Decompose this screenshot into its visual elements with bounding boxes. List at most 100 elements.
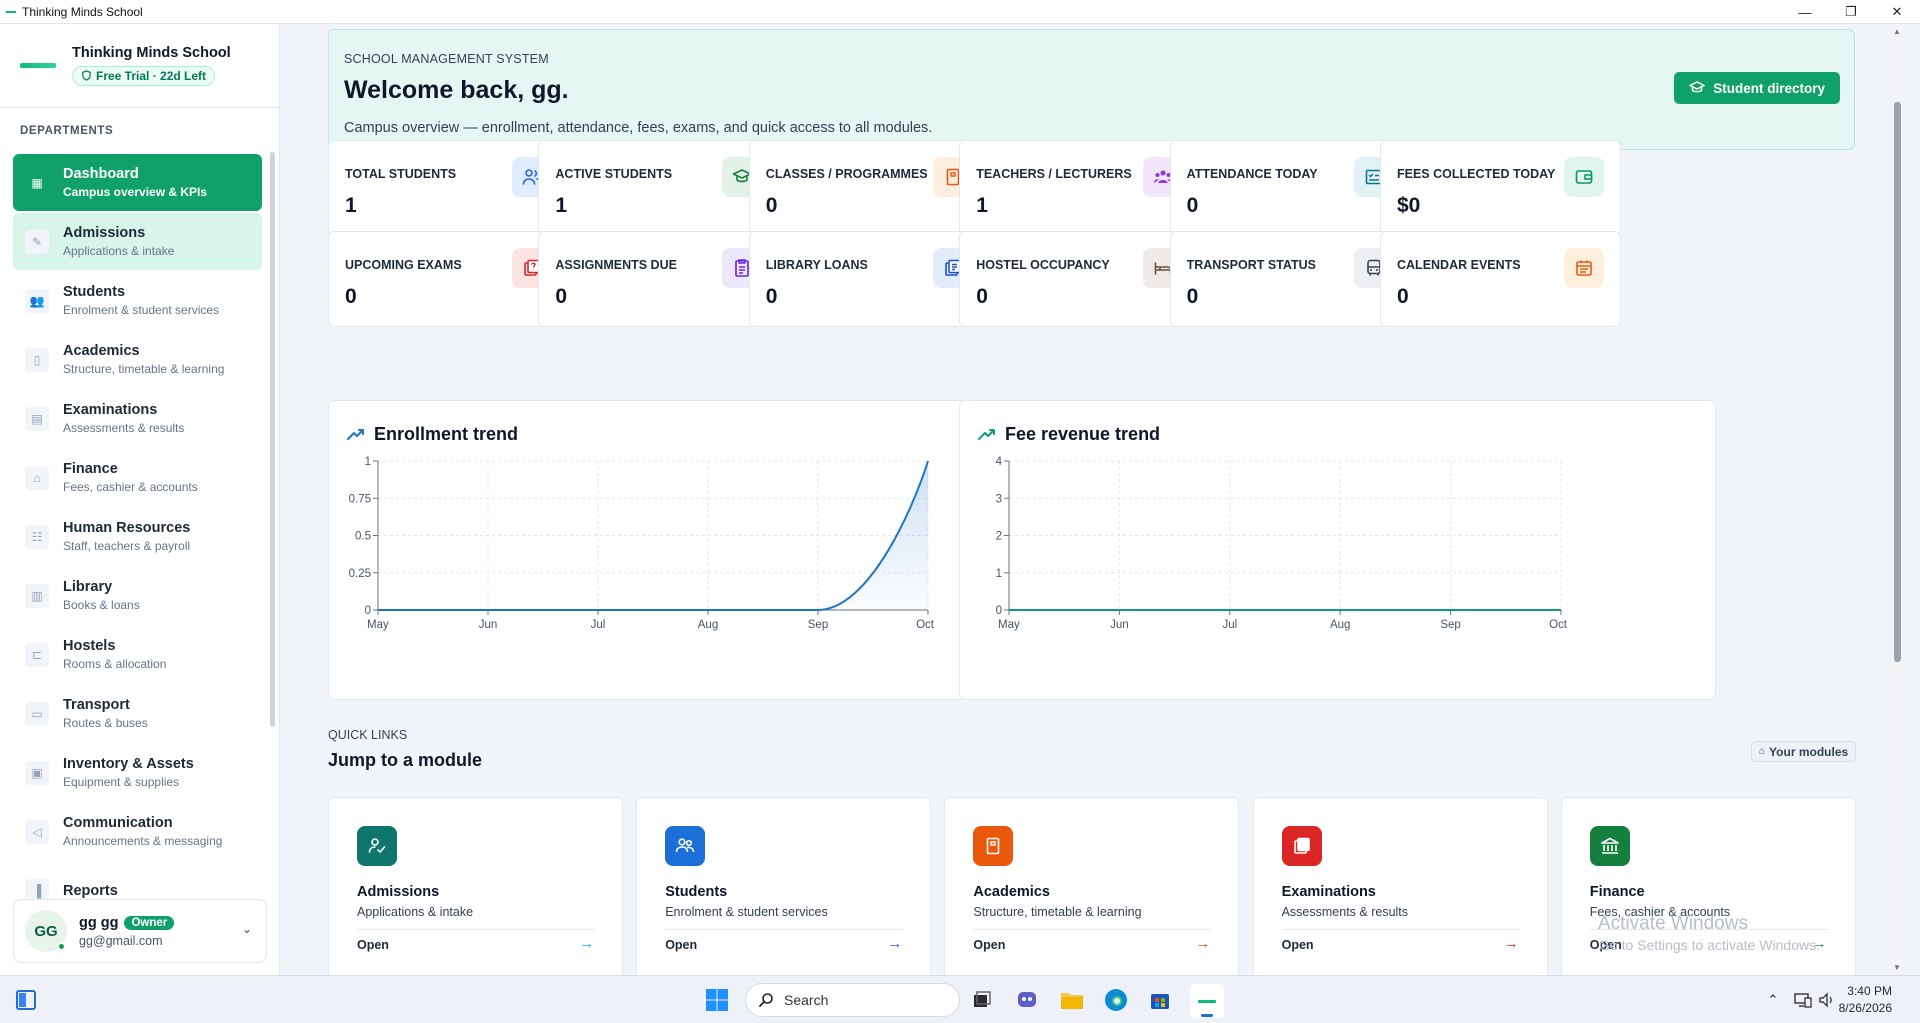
trial-text: Free Trial · 22d Left xyxy=(96,68,207,83)
sidebar-item-human-resources[interactable]: ☷ Human Resources Staff, teachers & payrol… xyxy=(13,508,262,565)
sidebar-scrollbar[interactable] xyxy=(270,152,275,727)
system-clock[interactable]: 3:40 PM 8/26/2026 xyxy=(1839,983,1892,1017)
sidebar-item-label: Transport xyxy=(63,697,130,713)
file-explorer-icon[interactable] xyxy=(1060,988,1084,1012)
divider xyxy=(665,929,904,930)
kpi-label: FEES COLLECTED TODAY xyxy=(1397,167,1556,181)
welcome-description: Campus overview — enrollment, attendance… xyxy=(344,120,933,136)
sidebar-item-reports[interactable]: ▐ Reports xyxy=(13,862,262,919)
store-icon[interactable] xyxy=(1148,988,1172,1012)
fee-revenue-chart: 0 1 2 3 4 May Jun Jul Aug Sep Oct xyxy=(996,456,1568,631)
module-open-link[interactable]: Open xyxy=(357,938,389,952)
kpi-attendance-today: ATTENDANCE TODAY 0 xyxy=(1169,140,1411,236)
edge-browser-icon[interactable] xyxy=(1104,988,1128,1012)
kpi-transport-status: TRANSPORT STATUS 0 xyxy=(1169,231,1411,327)
kpi-label: ATTENDANCE TODAY xyxy=(1186,167,1318,181)
widgets-icon[interactable] xyxy=(14,988,38,1012)
module-open-link[interactable]: Open xyxy=(665,938,698,952)
sidebar-item-label: Admissions xyxy=(63,225,146,241)
task-view-icon[interactable] xyxy=(970,988,994,1012)
arrow-right-icon[interactable]: → xyxy=(1811,935,1827,952)
your-modules-badge[interactable]: ⌂ Your modules xyxy=(1751,741,1857,762)
taskbar-search[interactable]: Search xyxy=(745,983,960,1017)
series-area-fill xyxy=(378,461,928,610)
kpi-label: TOTAL STUDENTS xyxy=(345,167,457,181)
kpi-active-students: ACTIVE STUDENTS 1 xyxy=(538,140,780,236)
sidebar-item-description: Fees, cashier & accounts xyxy=(63,480,198,494)
student-directory-button[interactable]: Student directory xyxy=(1674,72,1840,104)
enrollment-trend-card: Enrollment trend 0 0.25 0.5 0.75 1 May Jun Jul A… xyxy=(328,400,1085,700)
sidebar-item-inventory-assets[interactable]: ▣ Inventory & Assets Equipment & supplies xyxy=(13,744,262,801)
module-open-link[interactable]: Open xyxy=(1281,938,1314,952)
megaphone-icon: ◁ xyxy=(25,819,49,844)
sidebar-item-finance[interactable]: ⌂ Finance Fees, cashier & accounts xyxy=(13,449,262,506)
kpi-label: CALENDAR EVENTS xyxy=(1397,258,1521,272)
user-email: gg@gmail.com xyxy=(79,933,163,948)
scrollbar-thumb[interactable] xyxy=(1894,102,1901,662)
kpi-value: 1 xyxy=(345,194,357,217)
x-tick-label: Oct xyxy=(916,619,935,631)
module-card-finance[interactable]: Finance Fees, cashier & accounts Open → xyxy=(1560,797,1856,975)
divider xyxy=(973,929,1212,930)
arrow-right-icon[interactable]: → xyxy=(579,935,594,952)
sidebar-item-description: Applications & intake xyxy=(63,244,175,258)
sidebar-item-description: Campus overview & KPIs xyxy=(63,185,208,199)
x-tick-label: Sep xyxy=(1440,619,1460,631)
arrow-right-icon[interactable]: → xyxy=(1503,935,1519,952)
x-tick-label: Jun xyxy=(479,619,498,631)
teams-icon[interactable] xyxy=(1015,988,1039,1012)
maximize-button[interactable]: ❐ xyxy=(1845,4,1857,19)
sidebar-item-communication[interactable]: ◁ Communication Announcements & messaging xyxy=(13,803,262,860)
network-icon[interactable] xyxy=(1793,989,1813,1011)
sidebar-item-students[interactable]: 👥 Students Enrolment & student services xyxy=(13,272,262,329)
kpi-hostel-occupancy: HOSTEL OCCUPANCY 0 xyxy=(959,231,1201,327)
minimize-button[interactable]: — xyxy=(1798,4,1812,20)
y-tick-label: 3 xyxy=(996,493,1002,505)
enrollment-trend-title: Enrollment trend xyxy=(374,424,519,444)
user-menu[interactable]: GG gg gg Owner gg@gmail.com ⌄ xyxy=(13,899,267,963)
user-name: gg gg xyxy=(79,914,119,931)
sidebar-item-label: Hostels xyxy=(63,638,116,654)
sidebar-item-examinations[interactable]: ▤ Examinations Assessments & results xyxy=(13,390,262,447)
kpi-upcoming-exams: UPCOMING EXAMS 0 xyxy=(328,231,569,327)
y-tick-label: 0.5 xyxy=(355,531,371,543)
module-card-students[interactable]: Students Enrolment & student services Open… xyxy=(636,797,932,975)
sidebar-item-library[interactable]: ▥ Library Books & loans xyxy=(13,567,262,624)
close-button[interactable]: ✕ xyxy=(1891,4,1903,19)
windows-start-icon[interactable] xyxy=(704,987,730,1013)
kpi-value: $0 xyxy=(1397,194,1421,217)
trending-up-icon xyxy=(347,429,364,440)
module-card-admissions[interactable]: Admissions Applications & intake Open → xyxy=(328,797,623,975)
sidebar-item-label: Academics xyxy=(63,343,140,359)
volume-icon[interactable] xyxy=(1817,989,1837,1011)
sidebar-item-transport[interactable]: ▭ Transport Routes & buses xyxy=(13,685,262,742)
kpi-value: 0 xyxy=(1186,285,1199,308)
sidebar-item-description: Routes & buses xyxy=(63,716,148,730)
chevron-up-icon[interactable]: ⌃ xyxy=(1767,992,1779,1007)
x-tick-label: Jul xyxy=(591,619,606,631)
arrow-right-icon[interactable]: → xyxy=(1195,935,1211,952)
sidebar-item-description: Equipment & supplies xyxy=(63,775,180,789)
main-scrollbar[interactable]: ▲ ▼ xyxy=(1890,24,1905,975)
sidebar-item-label: Examinations xyxy=(63,402,158,418)
chevron-down-icon[interactable]: ⌄ xyxy=(241,922,252,936)
sidebar-item-academics[interactable]: ▯ Academics Structure, timetable & learnin… xyxy=(13,331,262,388)
school-app-taskbar-icon[interactable] xyxy=(1190,984,1224,1018)
y-tick-label: 0.75 xyxy=(349,493,371,505)
module-open-link[interactable]: Open xyxy=(1589,938,1622,952)
scroll-down-icon[interactable]: ▼ xyxy=(1893,963,1901,972)
module-open-link[interactable]: Open xyxy=(973,938,1006,952)
sidebar-item-label: Students xyxy=(63,284,126,300)
sidebar-item-dashboard[interactable]: ▦ Dashboard Campus overview & KPIs xyxy=(13,154,262,211)
quick-links-title: Jump to a module xyxy=(328,750,483,770)
scroll-up-icon[interactable]: ▲ xyxy=(1893,27,1901,36)
sidebar-item-hostels[interactable]: ⊏ Hostels Rooms & allocation xyxy=(13,626,262,683)
activation-watermark-sub: Go to Settings to activate Windows. xyxy=(1599,937,1820,953)
arrow-right-icon[interactable]: → xyxy=(887,935,903,952)
brand-header: Thinking Minds School Free Trial · 22d L… xyxy=(0,24,279,108)
module-card-examinations[interactable]: Examinations Assessments & results Open → xyxy=(1252,797,1548,975)
module-card-academics[interactable]: Academics Structure, timetable & learning… xyxy=(944,797,1240,975)
sidebar-item-admissions[interactable]: ✎ Admissions Applications & intake xyxy=(13,213,262,270)
sidebar-item-description: Announcements & messaging xyxy=(63,834,223,848)
kpi-classes-programmes: CLASSES / PROGRAMMES 0 xyxy=(748,140,990,236)
